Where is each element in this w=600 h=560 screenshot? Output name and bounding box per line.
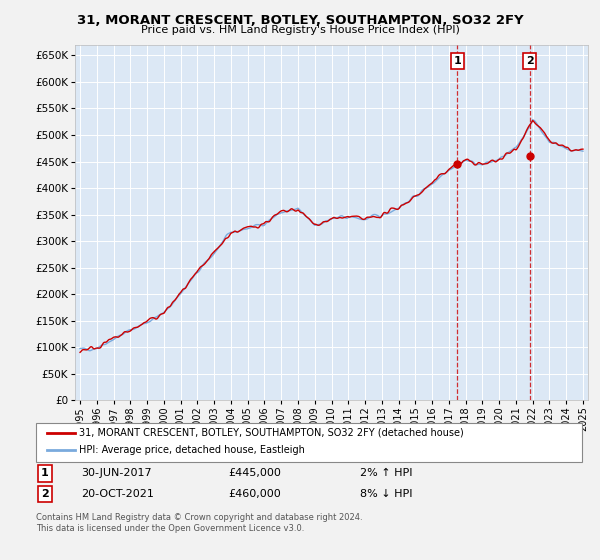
Text: 30-JUN-2017: 30-JUN-2017	[81, 468, 152, 478]
Text: 2% ↑ HPI: 2% ↑ HPI	[360, 468, 413, 478]
Text: 20-OCT-2021: 20-OCT-2021	[81, 489, 154, 499]
Text: 2: 2	[41, 489, 49, 499]
Text: 1: 1	[41, 468, 49, 478]
Text: 31, MORANT CRESCENT, BOTLEY, SOUTHAMPTON, SO32 2FY: 31, MORANT CRESCENT, BOTLEY, SOUTHAMPTON…	[77, 14, 523, 27]
Text: 2: 2	[526, 56, 534, 66]
Text: Price paid vs. HM Land Registry's House Price Index (HPI): Price paid vs. HM Land Registry's House …	[140, 25, 460, 35]
Text: 31, MORANT CRESCENT, BOTLEY, SOUTHAMPTON, SO32 2FY (detached house): 31, MORANT CRESCENT, BOTLEY, SOUTHAMPTON…	[79, 428, 464, 438]
Text: £445,000: £445,000	[228, 468, 281, 478]
Text: 8% ↓ HPI: 8% ↓ HPI	[360, 489, 413, 499]
Text: This data is licensed under the Open Government Licence v3.0.: This data is licensed under the Open Gov…	[36, 524, 304, 533]
Text: 1: 1	[454, 56, 461, 66]
Text: £460,000: £460,000	[228, 489, 281, 499]
Text: Contains HM Land Registry data © Crown copyright and database right 2024.: Contains HM Land Registry data © Crown c…	[36, 513, 362, 522]
Text: HPI: Average price, detached house, Eastleigh: HPI: Average price, detached house, East…	[79, 445, 305, 455]
